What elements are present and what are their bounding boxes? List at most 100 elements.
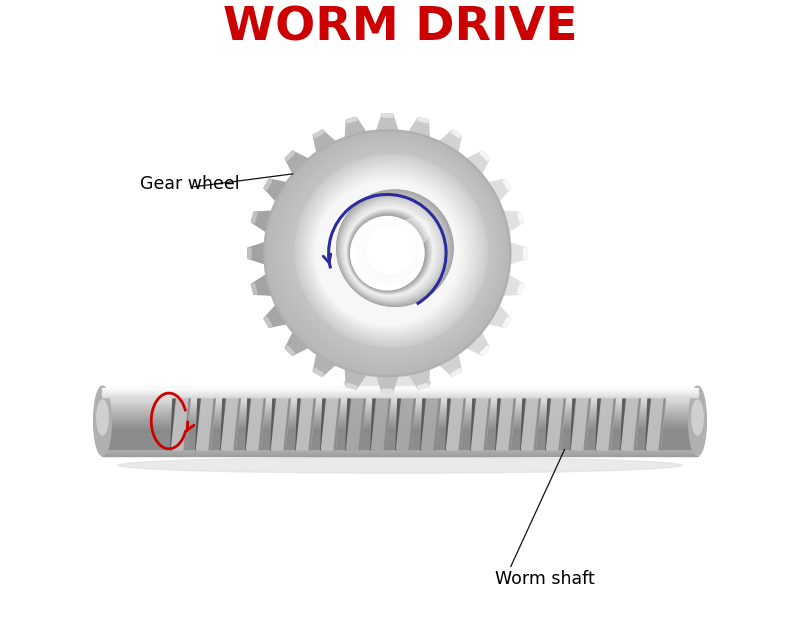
Circle shape (342, 199, 442, 301)
Bar (102, 395, 698, 396)
Bar (102, 444, 698, 446)
Polygon shape (622, 389, 642, 450)
Circle shape (314, 177, 463, 328)
Polygon shape (503, 275, 523, 295)
Bar (102, 432, 698, 433)
Polygon shape (454, 341, 464, 352)
Bar (102, 447, 698, 448)
Circle shape (270, 135, 506, 370)
Polygon shape (221, 389, 228, 450)
Bar (102, 451, 698, 452)
Circle shape (294, 153, 489, 348)
Circle shape (305, 165, 477, 337)
Polygon shape (274, 202, 285, 211)
Polygon shape (510, 242, 526, 264)
Circle shape (310, 172, 470, 332)
Bar (102, 423, 698, 424)
Bar (102, 434, 698, 435)
Polygon shape (267, 232, 278, 242)
Polygon shape (359, 389, 366, 450)
Circle shape (308, 170, 472, 334)
Circle shape (270, 134, 506, 371)
Circle shape (350, 214, 427, 292)
Polygon shape (528, 389, 542, 394)
Circle shape (290, 150, 492, 352)
Circle shape (293, 152, 490, 349)
Polygon shape (178, 389, 191, 394)
Circle shape (340, 197, 446, 302)
Bar (102, 391, 698, 392)
Circle shape (302, 163, 479, 339)
Bar (102, 388, 698, 389)
Polygon shape (274, 294, 285, 304)
Polygon shape (377, 114, 398, 130)
Polygon shape (490, 203, 501, 212)
Polygon shape (396, 389, 402, 450)
Bar (102, 408, 698, 409)
Bar (102, 422, 698, 423)
Polygon shape (371, 389, 378, 450)
Circle shape (350, 216, 424, 290)
Circle shape (314, 180, 461, 326)
Circle shape (281, 142, 499, 361)
Polygon shape (421, 389, 428, 450)
Polygon shape (346, 369, 366, 389)
Polygon shape (278, 389, 291, 394)
Polygon shape (571, 389, 591, 450)
Polygon shape (659, 389, 666, 450)
Polygon shape (418, 117, 428, 123)
Polygon shape (521, 389, 528, 450)
Circle shape (309, 170, 471, 333)
Polygon shape (518, 284, 523, 294)
Circle shape (373, 239, 402, 268)
Polygon shape (453, 389, 466, 394)
Bar (102, 415, 698, 416)
Polygon shape (271, 389, 278, 450)
Polygon shape (234, 389, 242, 450)
Circle shape (375, 241, 399, 265)
Circle shape (279, 141, 501, 362)
Circle shape (385, 251, 390, 256)
Circle shape (274, 137, 504, 367)
Bar (102, 405, 698, 406)
Circle shape (290, 151, 492, 351)
Circle shape (370, 236, 405, 270)
Circle shape (347, 210, 432, 294)
Ellipse shape (692, 400, 703, 435)
Polygon shape (418, 384, 428, 389)
Polygon shape (434, 389, 442, 450)
Circle shape (273, 136, 505, 368)
Polygon shape (264, 179, 272, 189)
Polygon shape (409, 117, 430, 137)
Polygon shape (251, 212, 257, 223)
Ellipse shape (94, 386, 111, 456)
Circle shape (345, 205, 437, 297)
Circle shape (343, 201, 440, 299)
Polygon shape (248, 248, 251, 258)
Polygon shape (621, 389, 628, 450)
Polygon shape (314, 130, 335, 152)
Polygon shape (202, 389, 216, 394)
Circle shape (282, 143, 499, 360)
Circle shape (348, 211, 430, 293)
Circle shape (301, 161, 481, 341)
Circle shape (347, 210, 431, 294)
Polygon shape (467, 333, 490, 355)
Circle shape (341, 198, 444, 301)
Bar (102, 418, 698, 419)
Polygon shape (197, 389, 216, 450)
Circle shape (312, 175, 466, 329)
Polygon shape (609, 389, 617, 450)
Circle shape (277, 139, 502, 365)
Polygon shape (314, 368, 323, 377)
Polygon shape (310, 154, 320, 165)
Circle shape (350, 215, 426, 291)
Circle shape (292, 152, 490, 350)
Polygon shape (264, 179, 286, 201)
Polygon shape (384, 389, 391, 450)
Bar (102, 414, 698, 415)
Circle shape (311, 174, 467, 330)
Polygon shape (497, 389, 517, 450)
Circle shape (298, 158, 484, 343)
Circle shape (302, 161, 480, 341)
